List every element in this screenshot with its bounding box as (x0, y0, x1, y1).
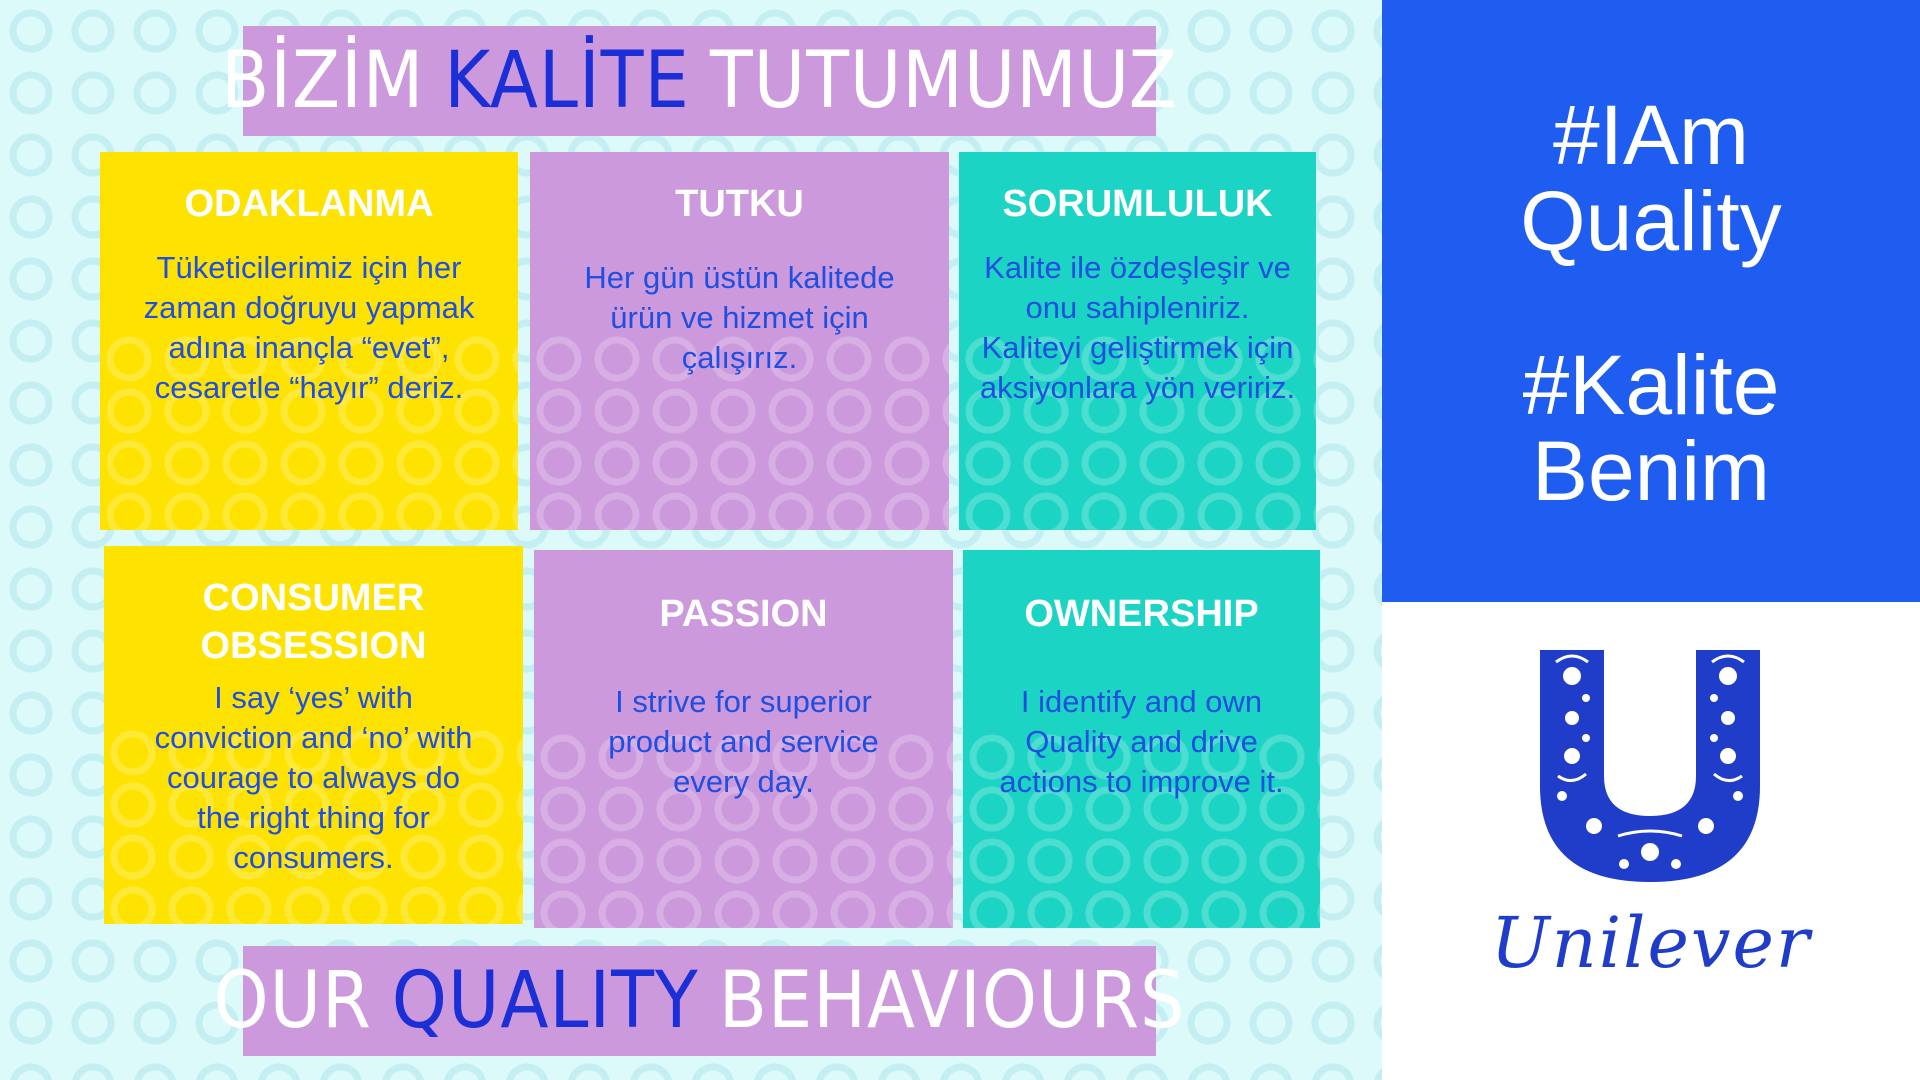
card-title: TUTKU (675, 183, 804, 225)
card-text-line: actions to improve it. (999, 764, 1284, 799)
card-text-line: Tüketicilerimiz için her (156, 250, 462, 285)
title-word-kalite: KALİTE (444, 36, 690, 126)
unilever-wordmark: Unilever (1490, 902, 1812, 984)
card-pattern (100, 333, 518, 530)
card-text-line: onu sahipleniriz. (1025, 290, 1250, 325)
card-text: Kalite ile özdeşleşir ve onu sahipleniri… (971, 248, 1304, 408)
card-text-line: aksiyonlara yön veririz. (979, 370, 1296, 405)
card-text: I strive for superior product and servic… (546, 682, 941, 802)
card-text-line: Her gün üstün kalitede (584, 260, 895, 295)
unilever-u-logo-icon (1540, 650, 1760, 882)
card-sorumluluk: SORUMLULUK Kalite ile özdeşleşir ve onu … (959, 152, 1316, 530)
card-text-line: I say ‘yes’ with (214, 680, 413, 715)
card-text-line: courage to always do (167, 760, 460, 795)
hashtag-kalitebenim: #Kalite Benim (1382, 342, 1920, 514)
hashtag-line: Quality (1520, 174, 1782, 268)
title-word-our: OUR (213, 956, 372, 1046)
card-text-line: I strive for superior (615, 684, 872, 719)
card-text-line: conviction and ‘no’ with (154, 720, 473, 755)
hashtag-panel: #IAm Quality #Kalite Benim (1382, 0, 1920, 602)
title-word-bizim: BİZİM (221, 36, 425, 126)
card-text-line: product and service (608, 724, 879, 759)
hashtag-iamquality: #IAm Quality (1382, 92, 1920, 264)
title-word-behaviours: BEHAVIOURS (718, 956, 1186, 1046)
card-title: CONSUMER OBSESSION (116, 574, 511, 670)
card-text: I say ‘yes’ with conviction and ‘no’ wit… (116, 678, 511, 878)
title-word-quality: QUALITY (391, 956, 699, 1046)
card-tutku: TUTKU Her gün üstün kalitede ürün ve hiz… (530, 152, 949, 530)
card-title-line: OBSESSION (200, 625, 427, 667)
card-text-line: Kaliteyi geliştirmek için (981, 330, 1294, 365)
card-text: Tüketicilerimiz için her zaman doğruyu y… (112, 248, 506, 408)
card-text-line: the right thing for (197, 800, 430, 835)
card-title: OWNERSHIP (1024, 593, 1259, 635)
card-text-line: I identify and own (1020, 684, 1263, 719)
card-ownership: OWNERSHIP I identify and own Quality and… (963, 550, 1320, 928)
card-text: Her gün üstün kalitede ürün ve hizmet iç… (542, 258, 937, 378)
quality-behaviours-panel: BİZİM KALİTE TUTUMUMUZ ODAKLANMA Tüketic… (0, 0, 1382, 1080)
hashtag-line: Benim (1531, 424, 1771, 518)
card-pattern (530, 333, 949, 530)
card-text-line: Kalite ile özdeşleşir ve (984, 250, 1291, 285)
card-pattern (963, 731, 1320, 928)
brand-panel: Unilever (1382, 602, 1920, 1080)
card-consumer-obsession: CONSUMER OBSESSION I say ‘yes’ with conv… (104, 546, 523, 924)
card-text-line: zaman doğruyu yapmak (143, 290, 475, 325)
hashtag-line: #IAm (1552, 88, 1750, 182)
card-text-line: çalışırız. (681, 340, 798, 375)
card-title: PASSION (659, 593, 828, 635)
turkish-title-banner: BİZİM KALİTE TUTUMUMUZ (221, 26, 1177, 136)
card-title: ODAKLANMA (184, 183, 434, 225)
card-text-line: adına inançla “evet”, (168, 330, 450, 365)
card-text-line: cesaretle “hayır” deriz. (154, 370, 464, 405)
card-passion: PASSION I strive for superior product an… (534, 550, 953, 928)
card-pattern (104, 727, 523, 924)
english-title-banner: OUR QUALITY BEHAVIOURS (213, 946, 1185, 1056)
card-text-line: Quality and drive (1025, 724, 1258, 759)
card-text: I identify and own Quality and drive act… (975, 682, 1308, 802)
card-text-line: every day. (673, 764, 814, 799)
hashtag-line: #Kalite (1522, 338, 1780, 432)
card-text-line: ürün ve hizmet için (610, 300, 869, 335)
card-odaklanma: ODAKLANMA Tüketicilerimiz için her zaman… (100, 152, 518, 530)
card-text-line: consumers. (233, 840, 394, 875)
title-word-tutumumuz: TUTUMUMUZ (709, 36, 1178, 126)
card-pattern (534, 731, 953, 928)
card-pattern (959, 333, 1316, 530)
card-title: SORUMLULUK (1002, 183, 1273, 225)
card-title-line: CONSUMER (202, 577, 425, 619)
